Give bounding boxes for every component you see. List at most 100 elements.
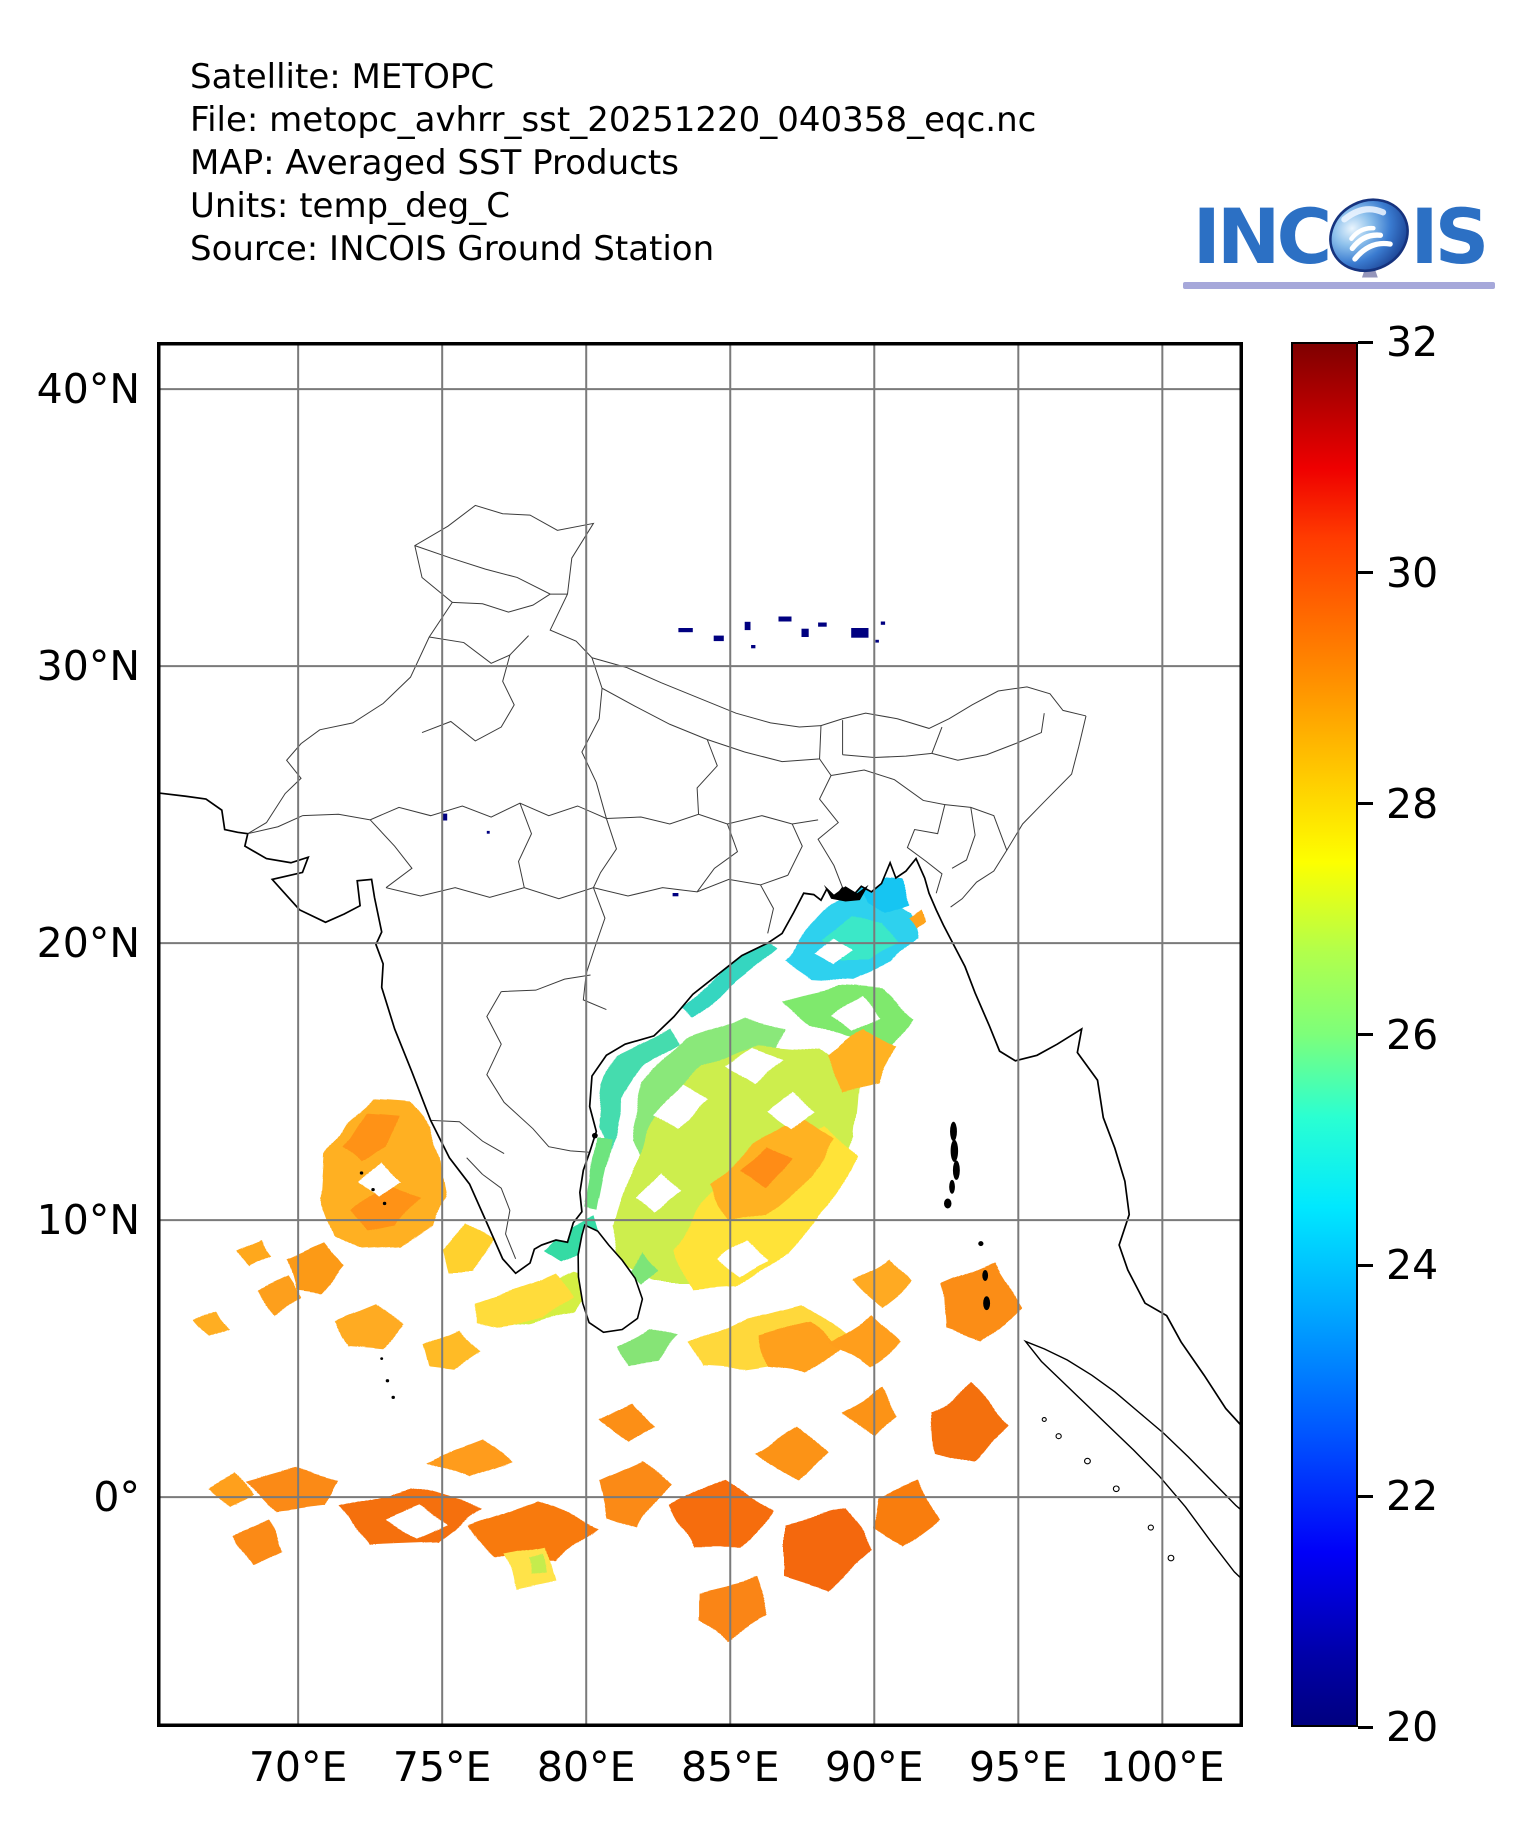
cold-lake-pixel bbox=[678, 628, 693, 633]
sst-raster-layer bbox=[194, 879, 1022, 1642]
header-line-satellite: Satellite: METOPC bbox=[190, 57, 495, 97]
colorbar-tick-mark bbox=[1358, 1725, 1373, 1729]
andaman-nicobar-islands bbox=[943, 1121, 991, 1311]
island bbox=[1056, 1434, 1061, 1439]
header-line-units: Units: temp_deg_C bbox=[190, 186, 510, 226]
sst-region-cloud-gap bbox=[718, 1239, 771, 1276]
sst-region-tn-coast-green bbox=[583, 1137, 610, 1212]
sst-region-eq-14 bbox=[931, 1383, 1010, 1462]
cold-lake-pixel bbox=[880, 621, 886, 625]
sst-region-cloud-gap bbox=[767, 1092, 817, 1129]
logo-underline bbox=[1183, 282, 1495, 289]
colorbar-tick-label: 24 bbox=[1386, 1241, 1439, 1290]
plot-frame bbox=[157, 342, 1243, 1727]
sst-region-arabian-sw-2 bbox=[257, 1278, 301, 1315]
cold-lake-pixel bbox=[713, 635, 724, 642]
sst-region-andhra-coast-teal bbox=[597, 1029, 682, 1149]
header-line-map: MAP: Averaged SST Products bbox=[190, 143, 679, 183]
colorbar-tick-mark bbox=[1358, 571, 1373, 575]
sst-region-mannar-green bbox=[617, 1328, 679, 1365]
incois-logo: INC bbox=[1183, 194, 1495, 289]
cold-lake-pixel bbox=[778, 616, 792, 622]
cold-lake-pixel bbox=[875, 639, 879, 643]
island bbox=[1113, 1486, 1119, 1492]
sst-region-se-orange-2 bbox=[854, 1258, 912, 1306]
sst-region-eq-16 bbox=[208, 1472, 253, 1506]
map-plot bbox=[157, 342, 1243, 1727]
colorbar-tick-mark bbox=[1358, 802, 1373, 806]
colorbar-tick-label: 26 bbox=[1386, 1010, 1439, 1059]
x-tick-label: 80°E bbox=[536, 1743, 636, 1791]
x-tick-label: 100°E bbox=[1099, 1743, 1225, 1791]
sst-region-eq-1 bbox=[246, 1469, 339, 1514]
sst-region-cloud-gap bbox=[724, 1045, 783, 1082]
cold-lake-pixel bbox=[818, 622, 827, 627]
colorbar-tick-mark bbox=[1358, 1263, 1373, 1267]
logo-text-inc: INC bbox=[1192, 192, 1333, 281]
x-tick-label: 75°E bbox=[392, 1743, 492, 1791]
sst-region-eq-7 bbox=[785, 1508, 872, 1592]
cold-lake-pixel bbox=[801, 628, 809, 637]
colorbar-tick-label: 20 bbox=[1386, 1703, 1439, 1751]
logo-text-is: IS bbox=[1410, 192, 1489, 281]
sst-region-se-orange bbox=[759, 1322, 840, 1376]
sst-region-arabian-core-2 bbox=[355, 1186, 420, 1234]
logo-globe-icon bbox=[1325, 193, 1413, 281]
sst-region-cloud-gap bbox=[833, 998, 883, 1032]
island bbox=[1168, 1555, 1174, 1561]
sumatra-coastline bbox=[1026, 1341, 1243, 1585]
cold-lake-pixel bbox=[751, 645, 756, 649]
grid-lines bbox=[157, 342, 1243, 1727]
sst-region-cloud-gap bbox=[384, 1508, 448, 1539]
lakshadweep-maldives-dots bbox=[359, 1171, 395, 1400]
colorbar-gradient bbox=[1291, 342, 1358, 1727]
sst-region-eq-11 bbox=[842, 1389, 901, 1439]
cold-lake-pixel bbox=[672, 893, 679, 897]
sst-region-cloud-gap bbox=[361, 1164, 402, 1201]
colorbar-tick-mark bbox=[1358, 1033, 1373, 1036]
sst-region-cloud-gap bbox=[635, 1170, 682, 1215]
sst-region-eq-15 bbox=[868, 1480, 941, 1547]
state-country-borders bbox=[248, 505, 1086, 1258]
sst-region-bay-deep-orange bbox=[738, 1145, 791, 1185]
sst-region-eq-17 bbox=[594, 1400, 659, 1442]
island bbox=[1085, 1458, 1091, 1464]
sst-region-eq-8 bbox=[698, 1577, 771, 1642]
y-tick-label: 0° bbox=[93, 1473, 140, 1522]
sst-region-eq-10 bbox=[231, 1522, 281, 1567]
coastline-layer bbox=[157, 342, 1243, 1586]
cold-lake-pixel bbox=[744, 621, 751, 631]
cold-lake-pixel bbox=[486, 830, 490, 834]
colorbar-tick-label: 28 bbox=[1386, 779, 1439, 828]
sst-region-eq-3-lime bbox=[528, 1555, 546, 1575]
island bbox=[1042, 1418, 1046, 1422]
sst-region-eq-12 bbox=[828, 1314, 901, 1367]
colorbar-tick-label: 30 bbox=[1386, 548, 1439, 597]
sst-region-sl-east-green bbox=[632, 1253, 659, 1287]
figure-header: Satellite: METOPC File: metopc_avhrr_sst… bbox=[190, 56, 1036, 271]
sst-region-arabian-core-1 bbox=[341, 1112, 397, 1165]
sst-region-arabian-w-speck bbox=[194, 1311, 232, 1340]
sst-region-eq-3 bbox=[468, 1499, 598, 1561]
x-tick-label: 90°E bbox=[824, 1743, 924, 1791]
sst-region-eq-5 bbox=[669, 1480, 771, 1550]
x-tick-label: 95°E bbox=[969, 1743, 1068, 1791]
sst-region-arabian-s-2 bbox=[422, 1328, 483, 1370]
sst-region-eq-13 bbox=[943, 1264, 1022, 1342]
y-tick-label: 40°N bbox=[36, 365, 140, 414]
coastal-lagoon-mark bbox=[591, 1132, 598, 1139]
mainland-coastline bbox=[157, 342, 1243, 1431]
colorbar-tick-label: 32 bbox=[1386, 318, 1439, 366]
sst-region-tip-yellow-band bbox=[476, 1275, 575, 1329]
x-tick-label: 70°E bbox=[248, 1743, 348, 1791]
cold-lake-pixels bbox=[442, 616, 886, 897]
cold-lake-pixel bbox=[442, 813, 448, 821]
x-tick-label: 85°E bbox=[680, 1743, 780, 1791]
sst-region-kerala-yellow bbox=[439, 1222, 494, 1270]
y-tick-label: 30°N bbox=[36, 642, 140, 691]
colorbar-tick-mark bbox=[1358, 340, 1373, 344]
sundarbans-delta bbox=[823, 884, 869, 902]
sst-region-cloud-gap bbox=[810, 937, 855, 966]
header-line-source: Source: INCOIS Ground Station bbox=[190, 229, 715, 269]
